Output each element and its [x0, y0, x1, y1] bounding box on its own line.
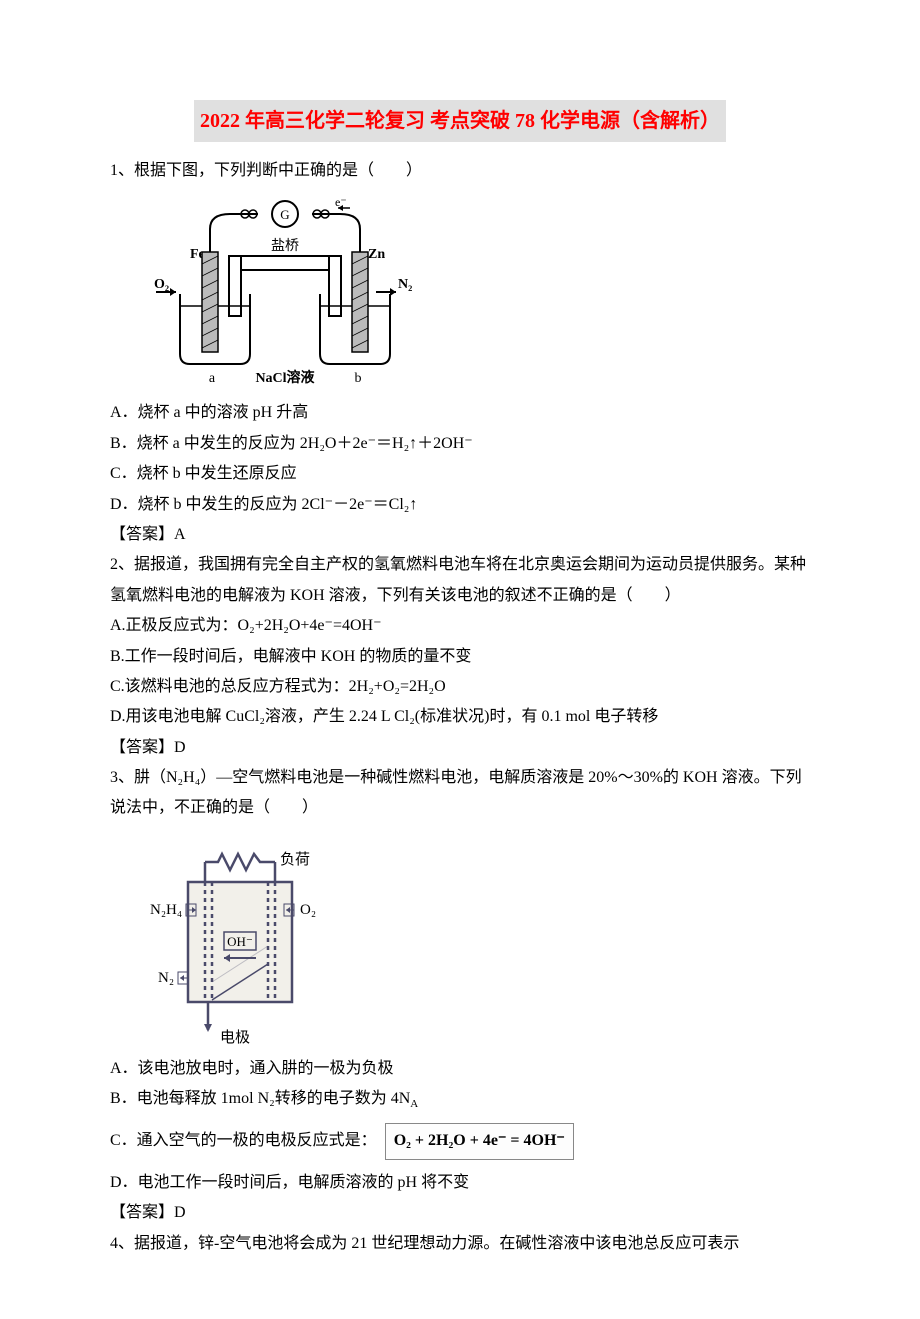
label-bridge: 盐桥	[271, 238, 299, 254]
label-O2: O₂	[300, 902, 316, 918]
galvanic-cell-diagram: G e⁻ Fe Zn 盐桥 O₂ N₂	[150, 194, 420, 394]
q3-optB: B．电池每释放 1mol N₂转移的电子数为 4NA	[110, 1084, 810, 1115]
q3-optD: D．电池工作一段时间后，电解质溶液的 pH 将不变	[110, 1168, 810, 1198]
label-a: a	[209, 371, 216, 386]
label-G: G	[280, 207, 289, 222]
q3-optC-formula: O₂ + 2H₂O + 4e⁻ = 4OH⁻	[385, 1123, 574, 1159]
q2-optC: C.该燃料电池的总反应方程式为：2H₂+O₂=2H₂O	[110, 672, 810, 702]
label-OH: OH⁻	[227, 934, 253, 949]
q3-optB-sub: A	[410, 1098, 418, 1110]
page-title: 2022 年高三化学二轮复习 考点突破 78 化学电源（含解析）	[194, 100, 726, 142]
fuel-cell-diagram: 负荷 N₂H₄ O₂ OH⁻ N₂	[150, 832, 350, 1050]
q3-figure: 负荷 N₂H₄ O₂ OH⁻ N₂	[150, 832, 810, 1050]
label-electrode: 电极	[220, 1029, 250, 1046]
q3-stem: 3、肼（N₂H₄）—空气燃料电池是一种碱性燃料电池，电解质溶液是 20%～30%…	[110, 763, 810, 824]
q1-answer: 【答案】A	[110, 520, 810, 550]
label-Zn: Zn	[368, 247, 385, 262]
q2-optD: D.用该电池电解 CuCl₂溶液，产生 2.24 L Cl₂(标准状况)时，有 …	[110, 702, 810, 732]
title-wrap: 2022 年高三化学二轮复习 考点突破 78 化学电源（含解析）	[110, 100, 810, 150]
label-N2H4: N₂H₄	[150, 902, 182, 918]
q1-figure: G e⁻ Fe Zn 盐桥 O₂ N₂	[150, 194, 810, 394]
q2-stem: 2、据报道，我国拥有完全自主产权的氢氧燃料电池车将在北京奥运会期间为运动员提供服…	[110, 550, 810, 611]
q1-optC: C．烧杯 b 中发生还原反应	[110, 459, 810, 489]
label-N2: N₂	[398, 277, 412, 292]
q2-answer: 【答案】D	[110, 733, 810, 763]
q1-optB: B．烧杯 a 中发生的反应为 2H₂O＋2e⁻＝H₂↑＋2OH⁻	[110, 429, 810, 459]
q3-answer: 【答案】D	[110, 1198, 810, 1228]
q3-optA: A．该电池放电时，通入肼的一极为负极	[110, 1054, 810, 1084]
q3-optB-text: B．电池每释放 1mol N₂转移的电子数为 4N	[110, 1090, 410, 1107]
q1-optA: A．烧杯 a 中的溶液 pH 升高	[110, 398, 810, 428]
label-solution: NaCl溶液	[255, 369, 315, 386]
label-load: 负荷	[280, 851, 310, 868]
label-N2-out: N₂	[158, 970, 174, 986]
q3-optC-prefix: C．通入空气的一极的电极反应式是：	[110, 1132, 377, 1149]
label-b: b	[355, 371, 362, 386]
q1-stem: 1、根据下图，下列判断中正确的是（ ）	[110, 156, 810, 186]
label-O2: O₂	[154, 277, 169, 292]
q1-optD: D．烧杯 b 中发生的反应为 2Cl⁻－2e⁻＝Cl₂↑	[110, 490, 810, 520]
q2-optA: A.正极反应式为：O₂+2H₂O+4e⁻=4OH⁻	[110, 611, 810, 641]
q4-stem: 4、据报道，锌-空气电池将会成为 21 世纪理想动力源。在碱性溶液中该电池总反应…	[110, 1229, 810, 1259]
q2-optB: B.工作一段时间后，电解液中 KOH 的物质的量不变	[110, 642, 810, 672]
exam-page: 2022 年高三化学二轮复习 考点突破 78 化学电源（含解析） 1、根据下图，…	[0, 0, 920, 1319]
q3-optC: C．通入空气的一极的电极反应式是： O₂ + 2H₂O + 4e⁻ = 4OH⁻	[110, 1123, 810, 1159]
